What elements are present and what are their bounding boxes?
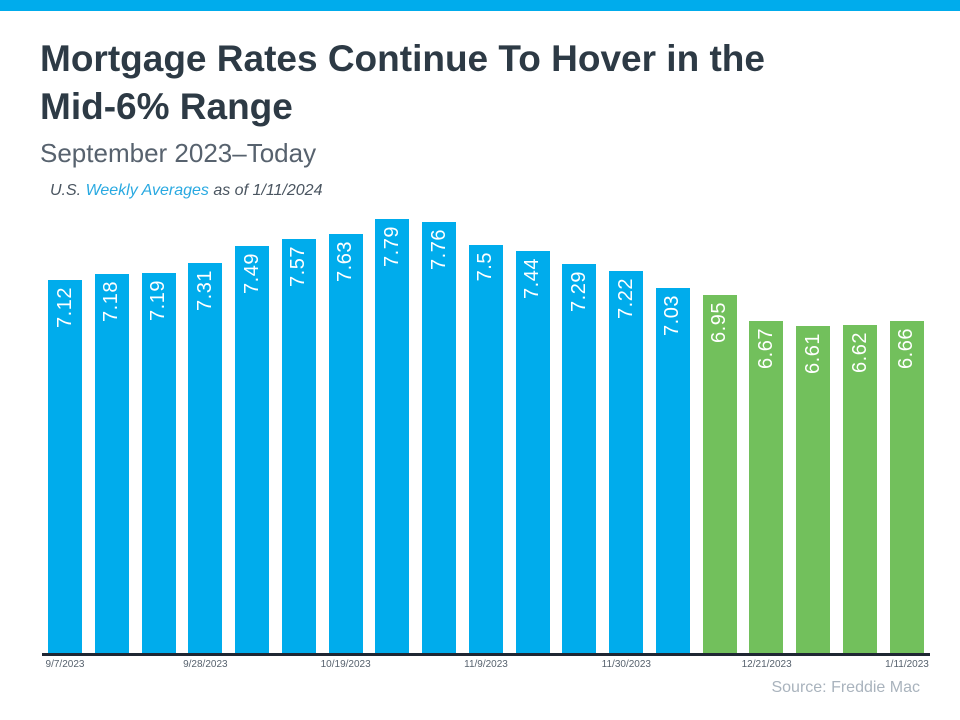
bar-value-label: 6.61 bbox=[801, 333, 824, 374]
bar-value-label: 7.76 bbox=[427, 229, 450, 270]
subtitle: September 2023–Today bbox=[40, 138, 317, 168]
bar: 7.18 bbox=[94, 274, 129, 653]
bar-value-label: 7.57 bbox=[287, 246, 310, 287]
top-accent-bar bbox=[0, 0, 960, 11]
bar: 6.66 bbox=[889, 321, 924, 653]
x-axis-tick-label: 10/19/2023 bbox=[320, 659, 371, 670]
bar-value-label: 7.03 bbox=[661, 295, 684, 336]
bar-value-label: 7.63 bbox=[334, 241, 357, 282]
page-title-line-1: Mortgage Rates Continue To Hover in the bbox=[40, 38, 765, 79]
x-axis-line bbox=[42, 653, 930, 656]
bar-value-label: 6.95 bbox=[708, 302, 731, 343]
bar-group: 7.12 7.18 7.19 7.31 7.49 7.57 7.63 7.79 7.76 7.5 7… bbox=[48, 215, 924, 653]
bar-chart: 7.12 7.18 7.19 7.31 7.49 7.57 7.63 7.79 7.76 7.5 7… bbox=[42, 215, 930, 670]
bar: 7.76 bbox=[422, 222, 457, 653]
bar-value-label: 6.62 bbox=[848, 332, 871, 373]
x-axis-tick-label: 11/9/2023 bbox=[464, 659, 508, 670]
source-credit: Source: Freddie Mac bbox=[771, 679, 920, 696]
x-axis-tick-label: 9/7/2023 bbox=[45, 659, 85, 670]
bar: 6.61 bbox=[796, 326, 831, 653]
x-axis-tick-label: 9/28/2023 bbox=[183, 659, 228, 670]
bar-value-label: 7.31 bbox=[193, 270, 216, 311]
bar: 7.49 bbox=[235, 246, 270, 653]
bar: 6.67 bbox=[749, 321, 784, 653]
x-axis-tick-label: 11/30/2023 bbox=[601, 659, 651, 670]
x-axis-tick-label: 12/21/2023 bbox=[741, 659, 792, 670]
bar-value-label: 7.29 bbox=[567, 271, 590, 312]
bar-value-label: 7.49 bbox=[240, 253, 263, 294]
bar-value-label: 6.66 bbox=[895, 328, 918, 369]
x-axis-tick-label: 1/11/2023 bbox=[885, 659, 929, 670]
bar: 7.12 bbox=[48, 280, 82, 653]
bar-value-label: 7.18 bbox=[100, 281, 123, 322]
bar: 7.03 bbox=[655, 288, 690, 653]
bar: 7.29 bbox=[562, 264, 597, 653]
chart-header: Mortgage Rates Continue To Hover in the … bbox=[40, 35, 930, 200]
bar: 7.63 bbox=[328, 234, 363, 653]
page-title-line-2: Mid-6% Range bbox=[40, 86, 293, 127]
bar: 7.44 bbox=[515, 251, 550, 653]
bar: 7.31 bbox=[188, 263, 223, 653]
bar: 7.22 bbox=[609, 271, 644, 653]
data-note-suffix: as of 1/11/2024 bbox=[208, 182, 323, 199]
bar: 7.5 bbox=[468, 245, 503, 653]
bar: 6.62 bbox=[843, 325, 878, 653]
bar-value-label: 7.79 bbox=[380, 226, 403, 267]
bar: 6.95 bbox=[702, 295, 737, 653]
bar-value-label: 7.44 bbox=[521, 258, 544, 299]
bar: 7.19 bbox=[141, 273, 176, 653]
data-note-prefix: U.S. bbox=[50, 182, 86, 199]
bar-value-label: 7.12 bbox=[53, 287, 76, 328]
bar: 7.57 bbox=[281, 239, 316, 653]
bar-value-label: 7.19 bbox=[147, 280, 170, 321]
bar-value-label: 7.22 bbox=[614, 278, 637, 319]
weekly-averages-link[interactable]: Weekly Averages bbox=[85, 182, 209, 199]
bar-value-label: 7.5 bbox=[474, 252, 497, 282]
data-note: U.S. Weekly Averages as of 1/11/2024 bbox=[50, 182, 930, 200]
bar: 7.79 bbox=[375, 219, 410, 653]
bar-value-label: 6.67 bbox=[754, 328, 777, 369]
